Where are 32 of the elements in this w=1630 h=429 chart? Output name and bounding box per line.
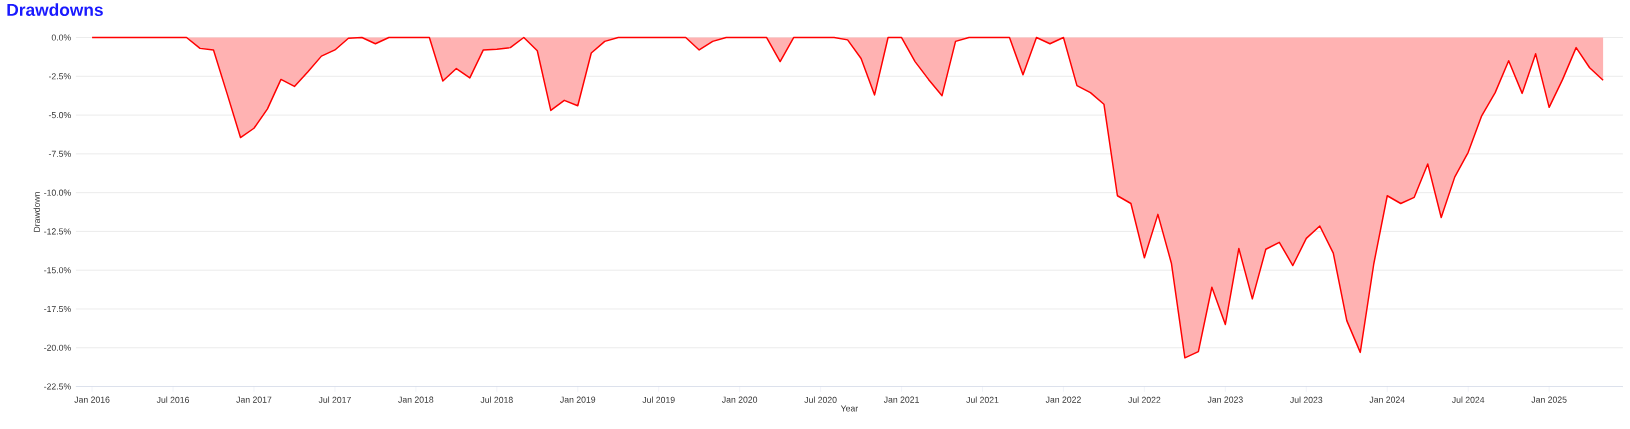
x-tick-label: Jan 2019 — [560, 396, 596, 403]
x-axis-title: Year — [840, 405, 859, 412]
x-tick-label: Jan 2024 — [1369, 396, 1405, 403]
x-tick-label: Jul 2021 — [966, 396, 999, 403]
y-tick-label: -10.0% — [44, 189, 71, 196]
x-tick-label: Jul 2016 — [156, 396, 190, 403]
y-tick-label: -12.5% — [44, 228, 71, 235]
x-tick-label: Jul 2024 — [1451, 396, 1485, 403]
x-tick-label: Jan 2021 — [883, 396, 919, 403]
y-tick-label: -15.0% — [44, 267, 71, 274]
x-tick-label: Jul 2017 — [318, 396, 351, 403]
y-tick-label: -2.5% — [48, 73, 71, 80]
y-tick-label: 0.0% — [51, 34, 71, 41]
x-tick-label: Jan 2025 — [1531, 396, 1567, 403]
x-tick-label: Jan 2016 — [74, 396, 110, 403]
y-axis-title: Drawdown — [33, 192, 40, 232]
x-tick-label: Jan 2023 — [1207, 396, 1243, 403]
y-tick-label: -17.5% — [44, 305, 71, 313]
x-tick-label: Jul 2019 — [642, 396, 675, 403]
y-tick-label: -20.0% — [44, 344, 71, 351]
x-tick-label: Jan 2018 — [398, 396, 434, 403]
x-tick-label: Jul 2023 — [1290, 396, 1323, 403]
chart-title: Drawdowns — [7, 3, 103, 16]
x-tick-label: Jan 2020 — [721, 396, 758, 403]
y-tick-label: -22.5% — [44, 383, 71, 390]
y-tick-label: -7.5% — [48, 150, 71, 157]
x-tick-label: Jul 2022 — [1128, 396, 1161, 403]
x-tick-label: Jan 2017 — [236, 396, 272, 403]
x-tick-label: Jul 2020 — [804, 396, 837, 403]
x-tick-label: Jul 2018 — [480, 396, 513, 403]
x-tick-label: Jan 2022 — [1045, 396, 1081, 403]
y-tick-label: -5.0% — [48, 112, 71, 119]
